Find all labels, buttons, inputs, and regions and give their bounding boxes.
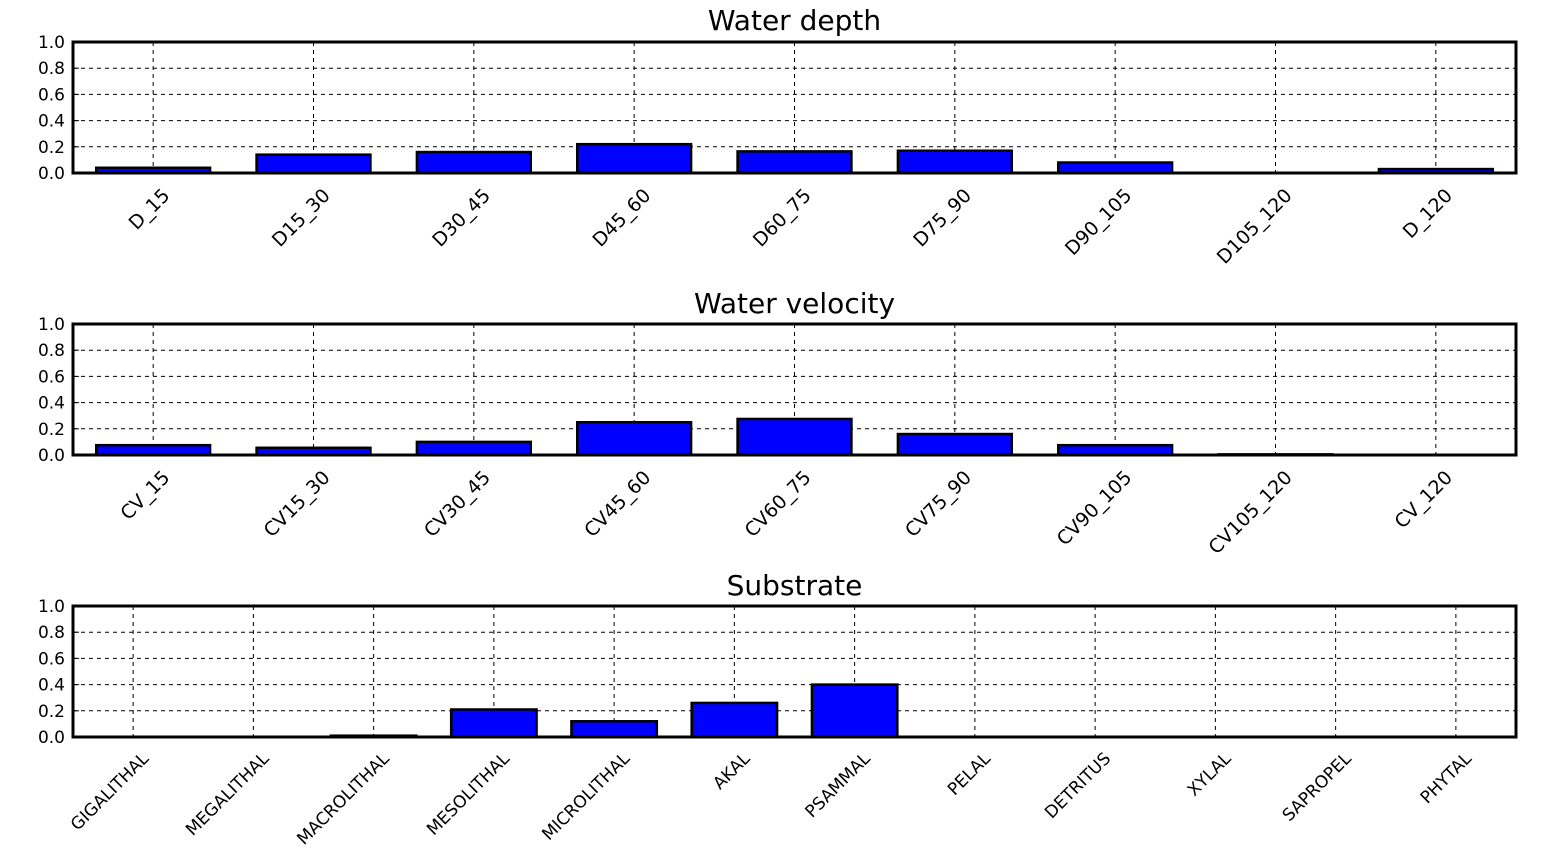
plot-frame	[71, 604, 1518, 739]
y-tick-label: 0.8	[38, 59, 65, 79]
subplot-title: Water velocity	[694, 287, 895, 320]
x-tick-label: CV90_105	[1053, 467, 1137, 551]
x-tick-label: SAPROPEL	[1279, 749, 1356, 826]
y-tick-label: 0.2	[38, 138, 65, 158]
x-tick-label: D30_45	[428, 185, 495, 252]
y-tick-label: 0.6	[38, 85, 65, 105]
bar-AKAL	[690, 701, 779, 739]
x-tick-label: D60_75	[749, 185, 816, 252]
bar-CV30_45	[415, 440, 533, 457]
bar-D75_90	[896, 149, 1014, 175]
x-tick-label: CV15_30	[260, 467, 335, 542]
x-tick-label: CV_15	[116, 467, 174, 525]
subplot-3: Substrate 0.0 0.2 0.4 0.6 0.8 1.0 GIGALITHAL MEG…	[38, 569, 1518, 850]
x-tick-label: D_15	[125, 185, 175, 235]
x-tick-label: MICROLITHAL	[538, 749, 634, 845]
plot-frame	[71, 322, 1518, 457]
y-tick-label: 0.8	[38, 341, 65, 361]
y-tick-label: 1.0	[38, 33, 65, 53]
x-tick-label: MACROLITHAL	[293, 749, 394, 850]
x-tick-label: CV_120	[1390, 467, 1456, 533]
x-tick-label: PELAL	[944, 749, 995, 800]
x-tick-label: D_120	[1399, 185, 1457, 243]
y-tick-label: 1.0	[38, 597, 65, 617]
x-tick-label: CV75_90	[901, 467, 976, 542]
bar-D45_60	[575, 142, 693, 175]
y-tick-label: 0.4	[38, 676, 65, 696]
y-tick-label: 0.4	[38, 394, 65, 414]
y-tick-label: 0.0	[38, 446, 65, 466]
x-tick-label: DETRITUS	[1041, 749, 1115, 823]
x-tick-label: CV45_60	[580, 467, 655, 542]
y-tick-label: 0.4	[38, 112, 65, 132]
y-tick-label: 0.2	[38, 702, 65, 722]
x-tick-label: D75_90	[909, 185, 976, 252]
x-tick-label: MEGALITHAL	[182, 749, 274, 841]
x-tick-label: D45_60	[589, 185, 656, 252]
x-tick-label: D90_105	[1061, 185, 1136, 260]
y-tick-label: 0.6	[38, 367, 65, 387]
y-tick-label: 0.6	[38, 649, 65, 669]
y-tick-label: 0.0	[38, 164, 65, 184]
x-tick-label: AKAL	[709, 749, 754, 794]
y-tick-label: 0.0	[38, 728, 65, 748]
x-tick-label: PSAMMAL	[802, 749, 876, 823]
subplot-1: Water depth 0.0 0.2 0.4 0.6 0.8 1.0 D_15 D15_30 D…	[38, 4, 1518, 269]
x-tick-label: CV30_45	[420, 467, 495, 542]
bar-CV75_90	[896, 432, 1014, 457]
x-tick-label: PHYTAL	[1417, 749, 1476, 808]
bar-MESOLITHAL	[449, 708, 538, 739]
bar-D60_75	[736, 150, 853, 175]
bar-D15_30	[255, 153, 372, 175]
x-tick-label: GIGALITHAL	[67, 749, 153, 835]
x-tick-label: D15_30	[268, 185, 335, 252]
bar-MICROLITHAL	[570, 720, 659, 739]
bar-CV60_75	[736, 417, 853, 457]
bar-D30_45	[415, 150, 533, 175]
y-tick-label: 0.2	[38, 420, 65, 440]
y-tick-label: 0.8	[38, 623, 65, 643]
x-tick-label: MESOLITHAL	[423, 749, 514, 840]
x-tick-label: CV60_75	[741, 467, 816, 542]
subplot-title: Substrate	[727, 569, 863, 602]
bar-D90_105	[1056, 161, 1174, 175]
bar-PSAMMAL	[810, 683, 899, 739]
x-tick-label: D105_120	[1213, 185, 1297, 269]
bar-CV45_60	[575, 421, 693, 457]
x-tick-label: CV105_120	[1205, 467, 1297, 559]
subplot-2: Water velocity 0.0 0.2 0.4 0.6 0.8 1.0 CV_15 CV1…	[38, 287, 1518, 559]
subplot-title: Water depth	[708, 4, 881, 37]
plot-frame	[71, 40, 1518, 175]
y-tick-label: 1.0	[38, 315, 65, 335]
x-tick-label: XYLAL	[1184, 749, 1236, 801]
